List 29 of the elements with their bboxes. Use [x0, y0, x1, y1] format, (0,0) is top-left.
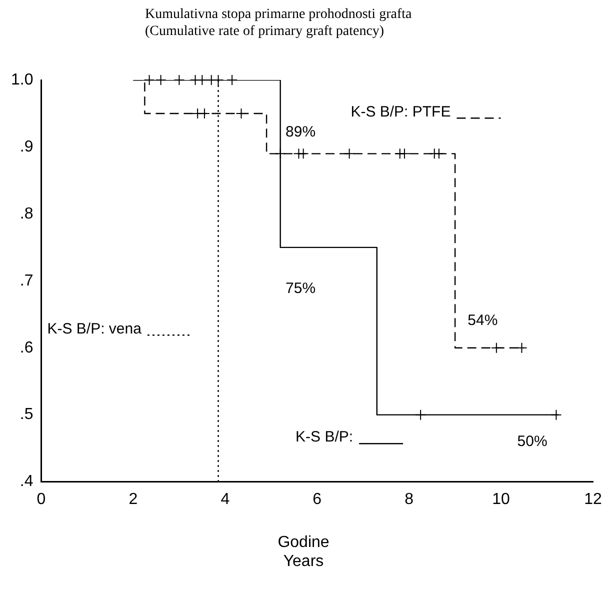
chart-subtitle: (Cumulative rate of primary graft patency) [145, 23, 386, 40]
x-tick-label: 10 [492, 490, 510, 508]
point [174, 74, 185, 86]
y-tick-label: .9 [20, 138, 34, 156]
annotation: 54% [468, 312, 498, 330]
legend-label: K-S B/P: [296, 428, 354, 446]
point [155, 74, 166, 86]
legend-label: K-S B/P: vena [47, 320, 142, 338]
annotation: 50% [517, 432, 548, 450]
point [516, 342, 528, 354]
y-tick-label: .5 [20, 406, 34, 424]
x-tick-label: 6 [312, 490, 322, 508]
chart-title: Kumulativna stopa primarne prohodnosti grafta [145, 6, 413, 23]
y-tick-label: .6 [20, 339, 34, 356]
point [144, 74, 155, 86]
y-tick-label: .7 [20, 272, 34, 290]
y-tick-label: .8 [20, 205, 34, 222]
x-tick-label: 8 [404, 490, 414, 508]
annotation: 75% [286, 280, 316, 298]
x-tick-label: 0 [36, 490, 46, 508]
y-tick-label: .4 [20, 473, 34, 490]
legend-label: K-S B/P: PTFE [350, 103, 451, 120]
x-tick-label: 4 [220, 490, 230, 508]
x-tick-label: 12 [584, 490, 602, 508]
annotation: 89% [286, 123, 316, 140]
point [226, 74, 238, 86]
x-axis-title: Godine Years [276, 533, 330, 571]
x-tick-label: 2 [128, 490, 138, 508]
y-tick-label: 1.0 [10, 71, 34, 88]
